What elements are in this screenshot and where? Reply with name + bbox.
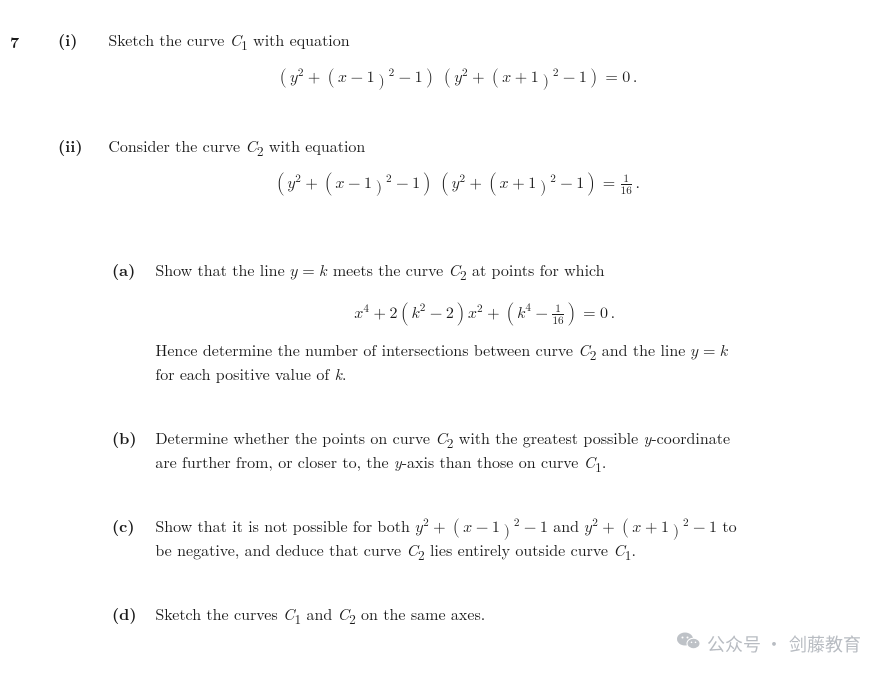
curve-subscript: 2	[460, 265, 467, 284]
question-number: 7	[10, 30, 19, 53]
part-ii-intro: Consider the curve	[108, 134, 245, 157]
c-expr1: y2+(x−1)2−1	[415, 518, 548, 540]
curve-symbol: C	[435, 426, 446, 449]
wechat-icon	[677, 631, 701, 657]
c-line1-pre: Show that it is not possible for both	[155, 514, 415, 537]
subpart-a-line2: Hence determine the number of intersecti…	[112, 340, 860, 384]
subpart-d-body: Sketch the curves C1 and C2 on the same …	[155, 604, 855, 628]
subpart-d-label: (d)	[112, 604, 150, 624]
a-line1-mid: meets the curve	[328, 258, 449, 281]
subpart-c-label: (c)	[112, 516, 150, 536]
b-line2-mid: -axis than those on curve	[402, 450, 584, 473]
b-line1-mid: with the greatest possible	[453, 426, 643, 449]
part-ii-label: (ii)	[58, 136, 103, 156]
curve-symbol: C	[578, 338, 589, 361]
var-y: y	[394, 450, 402, 473]
part-i: (i) Sketch the curve C1 with equation	[58, 30, 858, 54]
a-line3: for each positive value of	[155, 362, 334, 385]
subpart-a-label: (a)	[112, 260, 150, 280]
curve-symbol: C	[245, 134, 256, 157]
curve-symbol: C	[613, 538, 624, 561]
curve-symbol: C	[230, 28, 241, 51]
subpart-a-body: Show that the line y=k meets the curve C…	[155, 260, 855, 284]
curve-subscript: 2	[349, 609, 356, 628]
b-line1-pre: Determine whether the points on curve	[155, 426, 435, 449]
subpart-c-body: Show that it is not possible for both y2…	[155, 516, 855, 564]
part-ii: (ii) Consider the curve C2 with equation	[58, 136, 858, 160]
curve-subscript: 2	[418, 545, 425, 564]
c-line2-mid: lies entirely outside curve	[425, 538, 614, 561]
curve-symbol: C	[283, 602, 294, 625]
a-line1-pre: Show that the line	[155, 258, 290, 281]
subpart-d: (d) Sketch the curves C1 and C2 on the s…	[112, 604, 860, 628]
subpart-a-equation: x4+2(k2−2)x2+(k4−116)=0.	[112, 296, 860, 332]
b-line1-post: -coordinate	[651, 426, 730, 449]
part-i-label: (i)	[58, 30, 103, 50]
subpart-b-body: Determine whether the points on curve C2…	[155, 428, 855, 476]
c-mid: and	[548, 514, 584, 537]
curve-symbol: C	[406, 538, 417, 561]
watermark-prefix: 公众号 ·	[707, 631, 783, 657]
watermark: 公众号 · 剑藤教育	[677, 631, 861, 657]
c-line1-post: to	[717, 514, 737, 537]
curve-subscript: 2	[257, 141, 264, 160]
part-i-equation: (y2+(x−1)2−1)(y2+(x+1)2−1)=0.	[58, 60, 858, 96]
subpart-b: (b) Determine whether the points on curv…	[112, 428, 860, 476]
part-i-tail: with equation	[248, 28, 350, 51]
curve-symbol: C	[449, 258, 460, 281]
page-root: 7 (i) Sketch the curve C1 with equation …	[0, 0, 889, 679]
c-expr2: y2+(x+1)2−1	[584, 518, 717, 540]
part-ii-tail: with equation	[264, 134, 366, 157]
part-ii-equation: (y2+(x−1)2−1)(y2+(x+1)2−1)=116.	[58, 166, 858, 202]
d-post: on the same axes.	[356, 602, 485, 625]
subpart-b-label: (b)	[112, 428, 150, 448]
b-line2-post: .	[602, 450, 606, 473]
a-line2-mid: and the line	[596, 338, 690, 361]
curve-symbol: C	[338, 602, 349, 625]
var-k: k	[335, 362, 342, 385]
a-line1-post: at points for which	[467, 258, 605, 281]
curve-symbol: C	[584, 450, 595, 473]
curve-subscript: 1	[241, 35, 248, 54]
subpart-c: (c) Show that it is not possible for bot…	[112, 516, 860, 564]
d-pre: Sketch the curves	[155, 602, 283, 625]
c-line2-pre: be negative, and deduce that curve	[155, 538, 406, 561]
c-line2-post: .	[631, 538, 635, 561]
equation-i: (y2+(x−1)2−1)(y2+(x+1)2−1)=0.	[276, 68, 640, 90]
curve-subscript: 1	[595, 457, 602, 476]
a-display-eq: x4+2(k2−2)x2+(k4−116)=0.	[354, 302, 618, 326]
part-i-text: Sketch the curve C1 with equation	[108, 28, 349, 51]
watermark-name: 剑藤教育	[789, 631, 861, 657]
equation-ii: (y2+(x−1)2−1)(y2+(x+1)2−1)=116.	[273, 172, 642, 196]
b-line2-pre: are further from, or closer to, the	[155, 450, 394, 473]
a-inline-eq1: y=k	[290, 265, 328, 280]
part-ii-text: Consider the curve C2 with equation	[108, 134, 365, 157]
subpart-a: (a) Show that the line y=k meets the cur…	[112, 260, 860, 284]
part-i-intro: Sketch the curve	[108, 28, 229, 51]
subpart-a-body2: Hence determine the number of intersecti…	[155, 340, 855, 384]
d-and: and	[301, 602, 337, 625]
a-line2-pre: Hence determine the number of intersecti…	[155, 338, 578, 361]
a-inline-eq2: y=k	[691, 345, 729, 360]
